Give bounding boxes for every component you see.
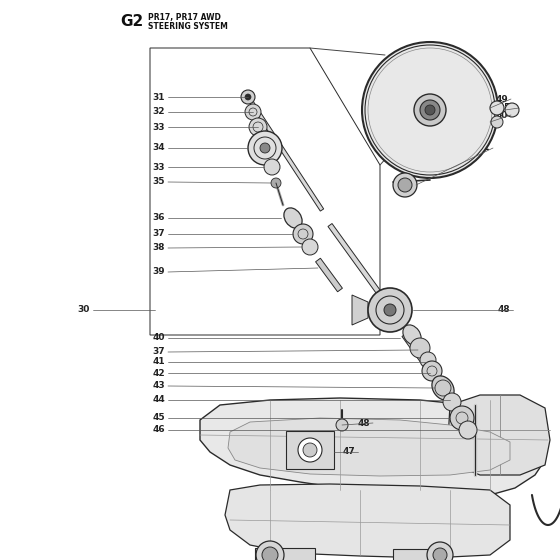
Text: PR17, PR17 AWD: PR17, PR17 AWD bbox=[148, 13, 221, 22]
Circle shape bbox=[336, 419, 348, 431]
Text: 42: 42 bbox=[152, 368, 165, 377]
Circle shape bbox=[248, 131, 282, 165]
Circle shape bbox=[245, 104, 261, 120]
Text: G2: G2 bbox=[120, 14, 143, 29]
Bar bbox=[286, 431, 334, 469]
Bar bbox=[393, 549, 447, 560]
Text: 33: 33 bbox=[152, 162, 165, 171]
Ellipse shape bbox=[394, 176, 416, 194]
Circle shape bbox=[271, 178, 281, 188]
Circle shape bbox=[422, 361, 442, 381]
Text: 30: 30 bbox=[78, 306, 90, 315]
Circle shape bbox=[443, 393, 461, 411]
Ellipse shape bbox=[403, 325, 421, 345]
Circle shape bbox=[427, 542, 453, 560]
Text: 49: 49 bbox=[495, 95, 508, 104]
Circle shape bbox=[410, 338, 430, 358]
Text: 52: 52 bbox=[503, 104, 516, 113]
Circle shape bbox=[298, 438, 322, 462]
Text: 37: 37 bbox=[152, 230, 165, 239]
Text: 45: 45 bbox=[152, 413, 165, 422]
Circle shape bbox=[420, 352, 436, 368]
Text: 41: 41 bbox=[152, 357, 165, 366]
Circle shape bbox=[368, 288, 412, 332]
Text: 46: 46 bbox=[152, 426, 165, 435]
Text: 38: 38 bbox=[152, 244, 165, 253]
Polygon shape bbox=[402, 334, 467, 422]
Text: 51: 51 bbox=[478, 143, 490, 152]
Circle shape bbox=[256, 541, 284, 560]
Polygon shape bbox=[448, 395, 550, 475]
Polygon shape bbox=[352, 295, 368, 325]
Text: 34: 34 bbox=[152, 143, 165, 152]
Text: 36: 36 bbox=[152, 213, 165, 222]
Polygon shape bbox=[316, 258, 342, 292]
Text: 35: 35 bbox=[152, 178, 165, 186]
Text: 44: 44 bbox=[152, 395, 165, 404]
Circle shape bbox=[245, 94, 251, 100]
Text: 48: 48 bbox=[357, 418, 370, 427]
Circle shape bbox=[433, 548, 447, 560]
Circle shape bbox=[249, 118, 267, 136]
Circle shape bbox=[362, 42, 498, 178]
Text: 47: 47 bbox=[342, 447, 355, 456]
Circle shape bbox=[505, 103, 519, 117]
Polygon shape bbox=[200, 398, 548, 498]
Text: 43: 43 bbox=[152, 381, 165, 390]
Text: 37: 37 bbox=[152, 348, 165, 357]
Polygon shape bbox=[246, 96, 324, 211]
Ellipse shape bbox=[284, 208, 302, 228]
Circle shape bbox=[393, 173, 417, 197]
Polygon shape bbox=[228, 418, 510, 476]
Circle shape bbox=[260, 143, 270, 153]
Text: 33: 33 bbox=[152, 123, 165, 132]
Text: 31: 31 bbox=[152, 92, 165, 101]
Circle shape bbox=[293, 224, 313, 244]
Circle shape bbox=[241, 90, 255, 104]
Ellipse shape bbox=[432, 376, 454, 400]
Text: STEERING SYSTEM: STEERING SYSTEM bbox=[148, 22, 228, 31]
Text: 32: 32 bbox=[152, 108, 165, 116]
Polygon shape bbox=[328, 223, 397, 316]
Circle shape bbox=[398, 178, 412, 192]
Bar bbox=[255, 548, 315, 560]
Circle shape bbox=[450, 406, 474, 430]
Circle shape bbox=[420, 100, 440, 120]
Circle shape bbox=[303, 443, 317, 457]
Text: 48: 48 bbox=[497, 306, 510, 315]
Text: 50: 50 bbox=[496, 110, 508, 119]
Circle shape bbox=[414, 94, 446, 126]
Circle shape bbox=[459, 421, 477, 439]
Polygon shape bbox=[225, 484, 510, 558]
Circle shape bbox=[302, 239, 318, 255]
Circle shape bbox=[264, 159, 280, 175]
Text: 40: 40 bbox=[152, 334, 165, 343]
Circle shape bbox=[491, 116, 503, 128]
Text: 39: 39 bbox=[152, 268, 165, 277]
Circle shape bbox=[384, 304, 396, 316]
Circle shape bbox=[262, 547, 278, 560]
Circle shape bbox=[490, 101, 504, 115]
Circle shape bbox=[425, 105, 435, 115]
